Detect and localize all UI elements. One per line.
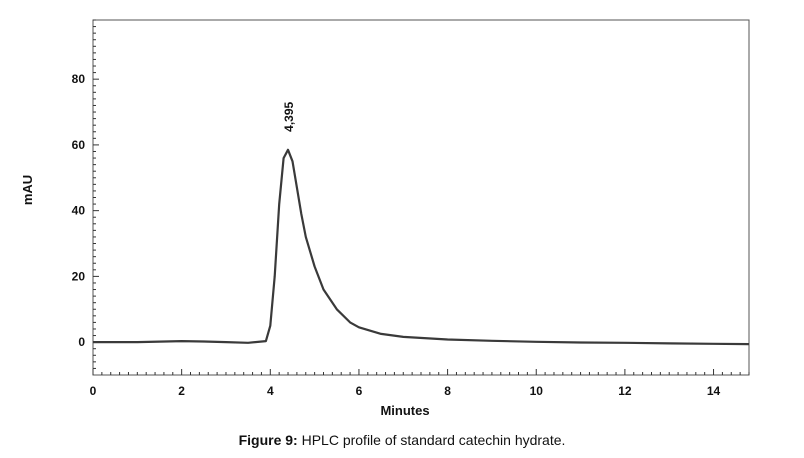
plot-axes [92,19,750,376]
x-axis-label: Minutes [380,403,429,418]
x-tick-label: 10 [530,384,544,398]
x-tick-label: 0 [90,384,97,398]
axis-tick-labels: 0 2 4 6 8 10 12 14 0 20 40 60 80 [72,72,721,398]
y-axis-label: mAU [20,175,35,205]
x-tick-label: 4 [267,384,274,398]
figure-caption: Figure 9: HPLC profile of standard catec… [0,432,804,448]
hplc-chart: 0 2 4 6 8 10 12 14 0 20 40 60 80 Minutes mAU 4,395 [20,19,750,418]
y-tick-label: 60 [72,138,86,152]
x-tick-label: 12 [618,384,632,398]
peak-annotation-label: 4,395 [282,101,296,131]
y-tick-label: 40 [72,204,86,218]
chromatogram-line [93,148,750,346]
y-tick-label: 80 [72,72,86,86]
x-tick-label: 14 [707,384,721,398]
y-tick-label: 0 [78,335,85,349]
axis-ticks [92,19,750,375]
x-tick-label: 2 [178,384,185,398]
y-tick-label: 20 [72,269,86,283]
plot-frame [92,19,750,376]
x-tick-label: 8 [444,384,451,398]
chromatogram-series [93,148,750,346]
x-tick-label: 6 [356,384,363,398]
caption-text: HPLC profile of standard catechin hydrat… [297,432,566,448]
caption-prefix: Figure 9: [238,432,298,448]
